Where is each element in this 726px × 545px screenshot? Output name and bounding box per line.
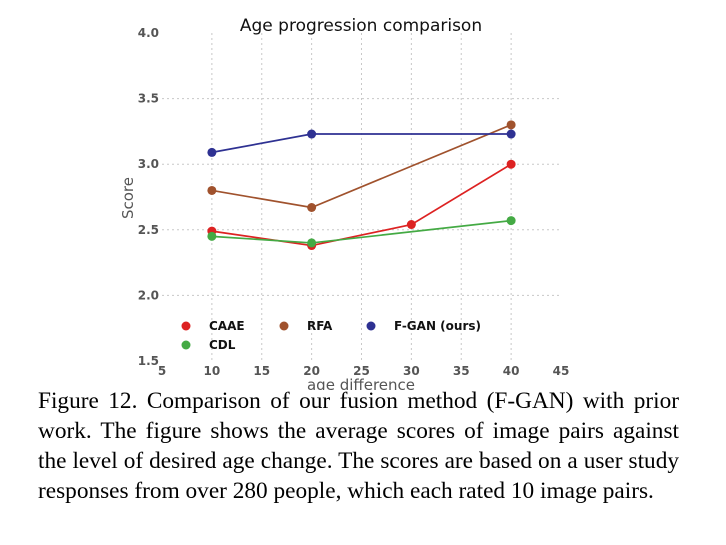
series-line-rfa: [211, 124, 512, 209]
x-tick-label: 45: [553, 364, 570, 378]
legend-marker: [366, 321, 376, 331]
y-tick-label: 2.0: [138, 288, 159, 302]
data-point-rfa: [207, 185, 217, 195]
y-tick-label: 3.5: [138, 92, 159, 106]
legend-label: RFA: [307, 319, 333, 333]
x-tick-label: 30: [403, 364, 420, 378]
legend-label: CDL: [209, 338, 236, 352]
legend-marker: [181, 321, 191, 331]
y-tick-label: 2.5: [138, 223, 159, 237]
data-point-cdl: [307, 238, 317, 248]
data-point-f-gan-ours: [506, 129, 516, 139]
x-axis-title: age difference: [307, 376, 415, 390]
grid-lines: [162, 33, 561, 361]
data-point-cdl: [506, 216, 516, 226]
x-tick-label: 20: [303, 364, 320, 378]
data-point-f-gan-ours: [307, 129, 317, 139]
x-tick-label: 10: [204, 364, 221, 378]
x-tick-label: 5: [158, 364, 166, 378]
legend-marker: [181, 340, 191, 350]
data-point-cdl: [207, 231, 217, 241]
data-point-caae: [406, 220, 416, 230]
y-tick-label: 1.5: [138, 354, 159, 368]
data-point-rfa: [506, 120, 516, 130]
x-tick-label: 25: [353, 364, 370, 378]
data-point-f-gan-ours: [207, 147, 217, 157]
legend-label: F-GAN (ours): [394, 319, 481, 333]
legend-marker: [279, 321, 289, 331]
series-line-caae: [211, 163, 512, 247]
data-point-caae: [506, 159, 516, 169]
age-progression-chart: 5 10 15 20 25 30 35 40 45 1.5 2.0 2.5 3.0 3.5 4.0 CAAE…: [119, 16, 570, 390]
y-tick-label: 4.0: [138, 26, 159, 40]
data-point-rfa: [307, 202, 317, 212]
figure-caption: Figure 12. Comparison of our fusion meth…: [38, 388, 679, 504]
y-tick-label: 3.0: [138, 157, 159, 171]
legend-label: CAAE: [209, 319, 245, 333]
x-tick-label: 35: [453, 364, 470, 378]
x-tick-label: 40: [503, 364, 520, 378]
legend: CAAE RFA F-GAN (ours) CDL: [181, 319, 481, 352]
y-axis-title: Score: [119, 177, 137, 219]
x-tick-label: 15: [253, 364, 270, 378]
series-layer: [207, 120, 516, 251]
chart-title: Age progression comparison: [240, 16, 482, 36]
tick-labels: 5 10 15 20 25 30 35 40 45 1.5 2.0 2.5 3.0 3.5 4.0: [138, 26, 570, 378]
